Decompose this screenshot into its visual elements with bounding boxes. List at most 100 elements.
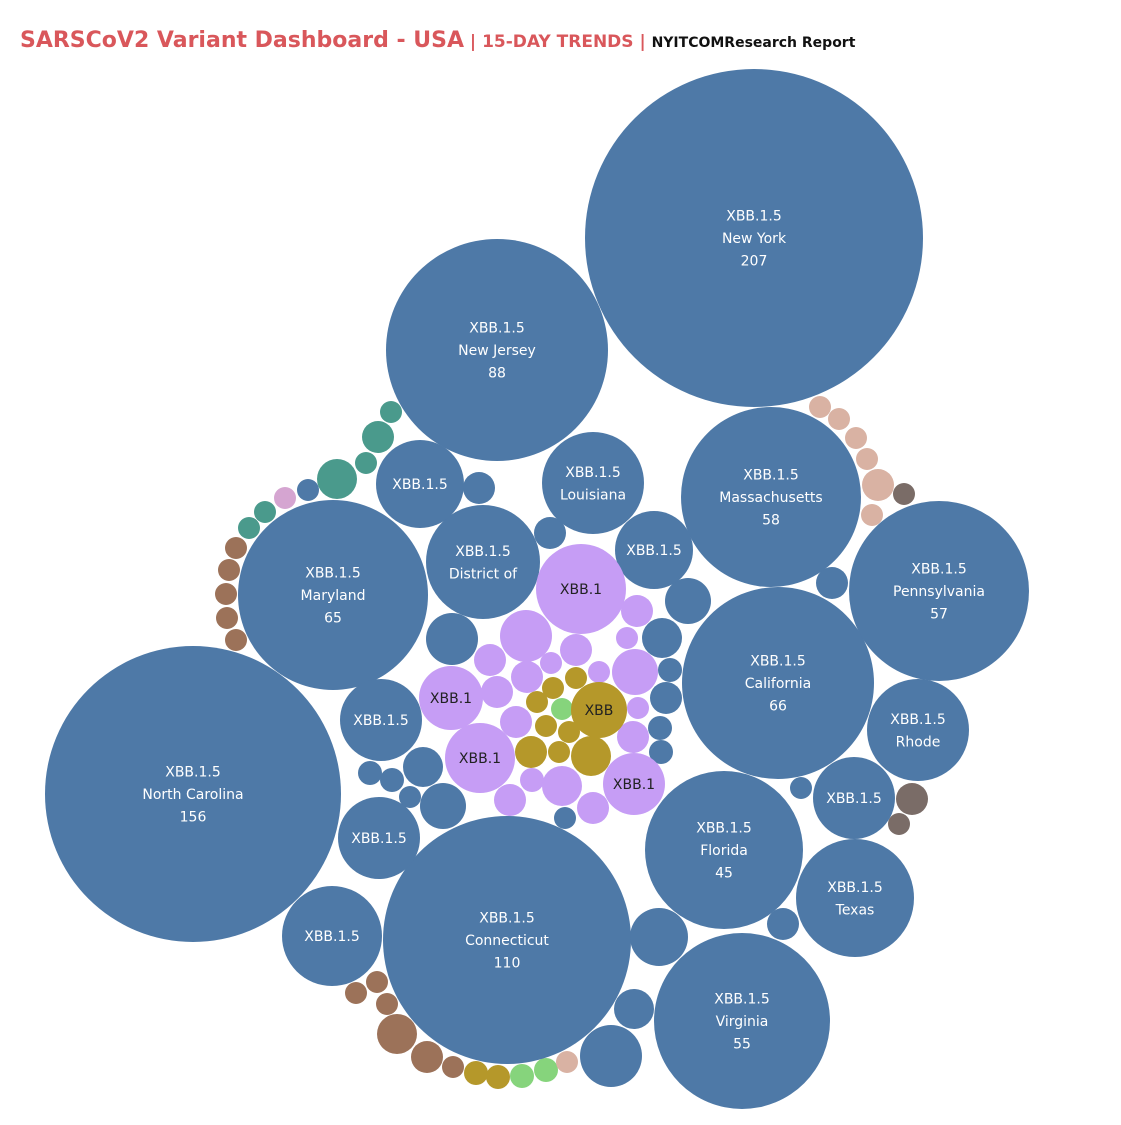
bubble-mark[interactable] — [377, 1014, 417, 1054]
bubble-mark[interactable] — [856, 448, 878, 470]
bubble-mark[interactable] — [500, 610, 552, 662]
bubble-mark[interactable] — [809, 396, 831, 418]
bubble-mark[interactable] — [558, 721, 580, 743]
bubble-mark[interactable] — [358, 761, 382, 785]
bubble-mark[interactable] — [560, 634, 592, 666]
bubble-mark[interactable] — [813, 757, 895, 839]
bubble-mark[interactable] — [386, 239, 608, 461]
bubble-mark[interactable] — [225, 629, 247, 651]
bubble-mark[interactable] — [511, 661, 543, 693]
bubble-mark[interactable] — [474, 644, 506, 676]
bubble-mark[interactable] — [463, 472, 495, 504]
bubble-mark[interactable] — [650, 682, 682, 714]
bubble-mark[interactable] — [420, 783, 466, 829]
bubble-mark[interactable] — [362, 421, 394, 453]
bubble-mark[interactable] — [867, 679, 969, 781]
bubble-mark[interactable] — [571, 682, 627, 738]
bubble-mark[interactable] — [238, 500, 428, 690]
bubble-mark[interactable] — [535, 715, 557, 737]
bubble-mark[interactable] — [565, 667, 587, 689]
bubble-mark[interactable] — [510, 1064, 534, 1088]
bubble-mark[interactable] — [481, 676, 513, 708]
bubble-mark[interactable] — [542, 677, 564, 699]
bubble-mark[interactable] — [216, 607, 238, 629]
bubble-mark[interactable] — [767, 908, 799, 940]
bubble-mark[interactable] — [665, 578, 711, 624]
bubble-mark[interactable] — [621, 595, 653, 627]
bubble-mark[interactable] — [612, 649, 658, 695]
bubble-mark[interactable] — [682, 587, 874, 779]
bubble-mark[interactable] — [345, 982, 367, 1004]
bubble-mark[interactable] — [551, 698, 573, 720]
bubble-mark[interactable] — [849, 501, 1029, 681]
bubble-mark[interactable] — [340, 679, 422, 761]
bubble-mark[interactable] — [648, 716, 672, 740]
bubble-mark[interactable] — [888, 813, 910, 835]
bubble-mark[interactable] — [816, 567, 848, 599]
bubble-mark[interactable] — [297, 479, 319, 501]
bubble-mark[interactable] — [617, 721, 649, 753]
bubble-mark[interactable] — [796, 839, 914, 957]
bubble-mark[interactable] — [893, 483, 915, 505]
bubble-mark[interactable] — [380, 768, 404, 792]
bubble-mark[interactable] — [338, 797, 420, 879]
bubble-mark[interactable] — [383, 816, 631, 1064]
bubble-mark[interactable] — [215, 583, 237, 605]
bubble-mark[interactable] — [486, 1065, 510, 1089]
bubble-mark[interactable] — [556, 1051, 578, 1073]
bubble-mark[interactable] — [45, 646, 341, 942]
bubble-mark[interactable] — [534, 1058, 558, 1082]
bubble-mark[interactable] — [540, 652, 562, 674]
bubble-mark[interactable] — [548, 741, 570, 763]
bubble-mark[interactable] — [254, 501, 276, 523]
bubble-mark[interactable] — [520, 768, 544, 792]
bubble-mark[interactable] — [654, 933, 830, 1109]
bubble-mark[interactable] — [585, 69, 923, 407]
bubble-mark[interactable] — [828, 408, 850, 430]
bubble-mark[interactable] — [500, 706, 532, 738]
bubble-mark[interactable] — [649, 740, 673, 764]
bubble-mark[interactable] — [534, 517, 566, 549]
bubble-mark[interactable] — [630, 908, 688, 966]
bubble-mark[interactable] — [645, 771, 803, 929]
bubble-mark[interactable] — [615, 511, 693, 589]
bubble-mark[interactable] — [896, 783, 928, 815]
bubble-mark[interactable] — [442, 1056, 464, 1078]
bubble-mark[interactable] — [355, 452, 377, 474]
bubble-mark[interactable] — [426, 505, 540, 619]
bubble-mark[interactable] — [274, 487, 296, 509]
bubble-mark[interactable] — [681, 407, 861, 587]
bubble-mark[interactable] — [616, 627, 638, 649]
bubble-mark[interactable] — [554, 807, 576, 829]
bubble-mark[interactable] — [380, 401, 402, 423]
bubble-mark[interactable] — [411, 1041, 443, 1073]
bubble-mark[interactable] — [542, 766, 582, 806]
bubble-mark[interactable] — [376, 993, 398, 1015]
bubble-mark[interactable] — [627, 697, 649, 719]
bubble-mark[interactable] — [403, 747, 443, 787]
bubble-mark[interactable] — [603, 753, 665, 815]
bubble-mark[interactable] — [658, 658, 682, 682]
bubble-mark[interactable] — [577, 792, 609, 824]
bubble-mark[interactable] — [526, 691, 548, 713]
bubble-mark[interactable] — [542, 432, 644, 534]
bubble-mark[interactable] — [445, 723, 515, 793]
bubble-mark[interactable] — [399, 786, 421, 808]
bubble-mark[interactable] — [588, 661, 610, 683]
bubble-mark[interactable] — [238, 517, 260, 539]
bubble-mark[interactable] — [317, 459, 357, 499]
bubble-mark[interactable] — [642, 618, 682, 658]
bubble-mark[interactable] — [494, 784, 526, 816]
bubble-mark[interactable] — [464, 1061, 488, 1085]
bubble-mark[interactable] — [366, 971, 388, 993]
bubble-mark[interactable] — [861, 504, 883, 526]
bubble-mark[interactable] — [225, 537, 247, 559]
bubble-mark[interactable] — [515, 736, 547, 768]
bubble-mark[interactable] — [845, 427, 867, 449]
bubble-mark[interactable] — [426, 613, 478, 665]
bubble-mark[interactable] — [376, 440, 464, 528]
bubble-mark[interactable] — [614, 989, 654, 1029]
bubble-mark[interactable] — [218, 559, 240, 581]
bubble-mark[interactable] — [790, 777, 812, 799]
bubble-mark[interactable] — [536, 544, 626, 634]
